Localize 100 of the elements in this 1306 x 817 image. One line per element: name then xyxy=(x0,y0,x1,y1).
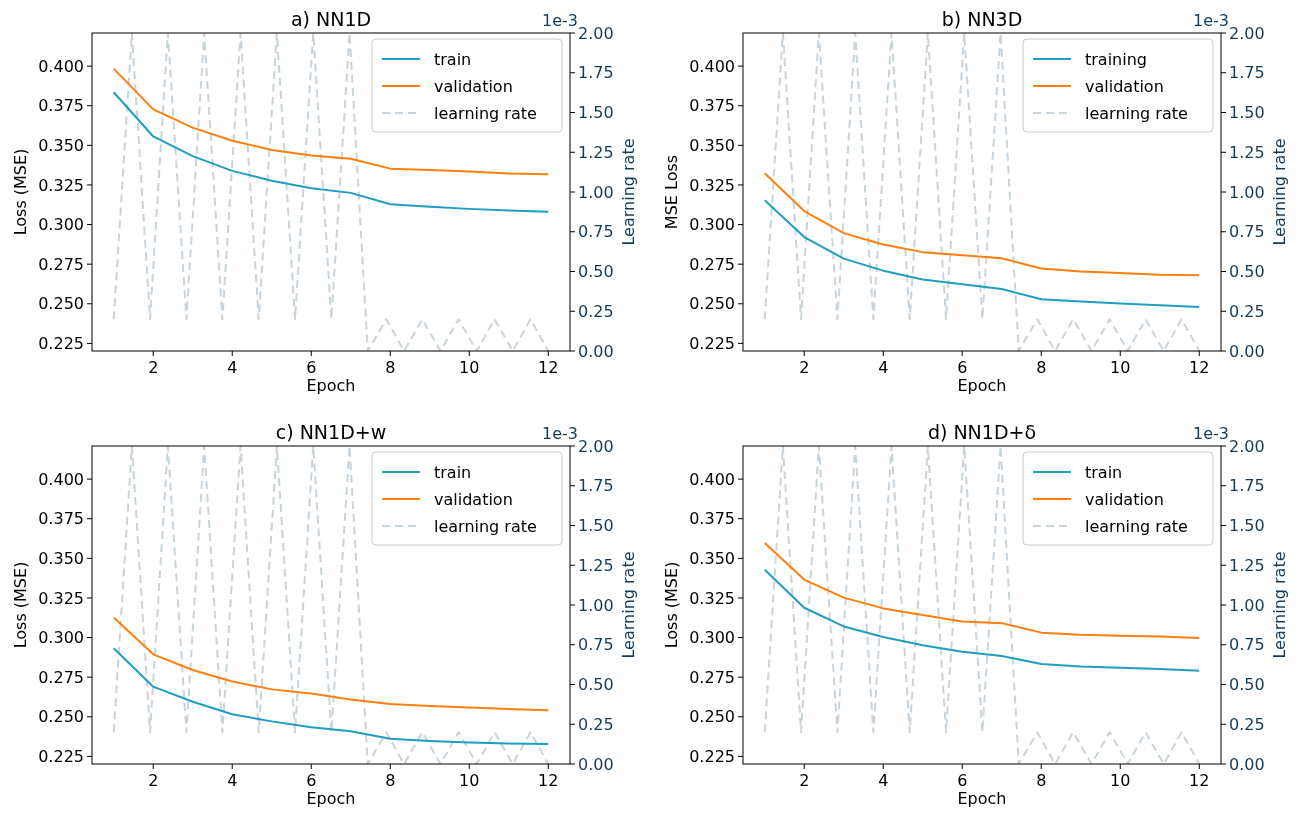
y-tick-label: 0.300 xyxy=(689,215,735,235)
x-tick-label: 6 xyxy=(957,358,968,377)
text: 1e-3 xyxy=(1193,11,1229,30)
legend-label: train xyxy=(434,462,472,482)
y2-tick-label: 1.00 xyxy=(578,595,614,615)
y-tick-label: 0.375 xyxy=(689,509,735,529)
y-tick-label: 0.325 xyxy=(38,175,84,195)
x-tick-label: 6 xyxy=(306,771,317,790)
x-tick-label: 8 xyxy=(385,771,396,790)
legend-label: train xyxy=(434,49,472,69)
y2-tick-label: 1.00 xyxy=(1229,595,1265,615)
x-tick-label: 10 xyxy=(459,771,480,790)
x-tick-label: 2 xyxy=(799,358,810,377)
x-tick-label: 10 xyxy=(459,358,480,377)
y-tick-label: 0.275 xyxy=(38,667,84,687)
y-axis-title: Loss (MSE) xyxy=(11,561,30,649)
line-series xyxy=(112,91,550,213)
x-tick-label: 4 xyxy=(227,771,238,790)
text: 1e-3 xyxy=(542,11,578,30)
y2-tick-label: 0.75 xyxy=(1229,635,1265,655)
y-tick-label: 0.350 xyxy=(38,135,84,155)
y2-tick-label: 2.00 xyxy=(1229,436,1265,456)
y-tick-label: 0.375 xyxy=(689,96,735,116)
y2-tick-label: 1.25 xyxy=(578,142,614,162)
y-tick-label: 0.325 xyxy=(689,588,735,608)
y-tick-label: 0.400 xyxy=(689,56,735,76)
y2-tick-label: 1.75 xyxy=(578,63,614,83)
y-tick-label: 0.250 xyxy=(689,294,735,314)
legend-label: validation xyxy=(434,76,513,96)
y2-tick-label: 0.75 xyxy=(1229,222,1265,242)
y2-tick-label: 0.50 xyxy=(1229,675,1265,695)
x-tick-label: 6 xyxy=(306,358,317,377)
y-tick-label: 0.275 xyxy=(689,254,735,274)
line-series xyxy=(112,616,550,712)
text: 1e-3 xyxy=(1193,424,1229,443)
legend-label: training xyxy=(1085,49,1147,69)
text: 1e-3 xyxy=(542,424,578,443)
x-tick-label: 12 xyxy=(1189,771,1210,790)
y-axis-title: Loss (MSE) xyxy=(11,148,30,236)
line-series xyxy=(112,67,550,176)
x-tick-label: 4 xyxy=(227,358,238,377)
x-tick-label: 12 xyxy=(538,771,559,790)
legend-label: validation xyxy=(434,489,513,509)
y2-tick-label: 0.00 xyxy=(578,341,614,361)
legend-label: learning rate xyxy=(434,516,537,536)
y2-tick-label: 0.50 xyxy=(1229,262,1265,282)
x-tick-label: 8 xyxy=(1036,358,1047,377)
y2-tick-label: 0.50 xyxy=(578,675,614,695)
x-tick-label: 2 xyxy=(148,771,159,790)
y2-tick-label: 1.75 xyxy=(1229,63,1265,83)
y2-axis-title: Learning rate xyxy=(619,551,638,659)
x-tick-label: 2 xyxy=(148,358,159,377)
line-series xyxy=(763,172,1201,277)
x-tick-label: 10 xyxy=(1110,771,1131,790)
chart-title: c) NN1D+w xyxy=(275,421,387,443)
y2-tick-label: 0.00 xyxy=(1229,754,1265,774)
y-tick-label: 0.350 xyxy=(689,548,735,568)
legend-label: validation xyxy=(1085,76,1164,96)
y-tick-label: 0.250 xyxy=(38,294,84,314)
y-tick-label: 0.225 xyxy=(38,333,84,353)
x-axis-title: Epoch xyxy=(306,376,356,395)
y2-tick-label: 1.00 xyxy=(578,182,614,202)
chart-title: d) NN1D+δ xyxy=(927,421,1037,443)
y2-tick-label: 1.75 xyxy=(1229,476,1265,496)
x-axis-title: Epoch xyxy=(957,376,1007,395)
y2-tick-label: 0.75 xyxy=(578,635,614,655)
y2-tick-label: 0.00 xyxy=(578,754,614,774)
y-tick-label: 0.300 xyxy=(38,628,84,648)
y-tick-label: 0.400 xyxy=(38,56,84,76)
x-axis-title: Epoch xyxy=(306,789,356,808)
y-tick-label: 0.325 xyxy=(38,588,84,608)
legend-label: train xyxy=(1085,462,1123,482)
legend-label: learning rate xyxy=(434,103,537,123)
y2-tick-label: 1.25 xyxy=(1229,142,1265,162)
y-axis-title: MSE Loss xyxy=(662,154,681,230)
x-tick-label: 8 xyxy=(1036,771,1047,790)
y2-axis-title: Learning rate xyxy=(1270,551,1289,659)
y-tick-label: 0.300 xyxy=(689,628,735,648)
x-tick-label: 4 xyxy=(878,771,889,790)
y-tick-label: 0.250 xyxy=(38,707,84,727)
x-tick-label: 12 xyxy=(538,358,559,377)
legend-label: learning rate xyxy=(1085,103,1188,123)
y2-tick-label: 1.50 xyxy=(1229,103,1265,123)
legend-label: learning rate xyxy=(1085,516,1188,536)
y-tick-label: 0.325 xyxy=(689,175,735,195)
y2-tick-label: 0.25 xyxy=(1229,714,1265,734)
y-axis-title: Loss (MSE) xyxy=(662,561,681,649)
y-tick-label: 0.350 xyxy=(38,548,84,568)
y2-tick-label: 0.75 xyxy=(578,222,614,242)
line-series xyxy=(763,199,1201,309)
line-series xyxy=(763,568,1201,672)
y2-tick-label: 0.00 xyxy=(1229,341,1265,361)
y2-tick-label: 1.25 xyxy=(578,555,614,575)
legend-label: validation xyxy=(1085,489,1164,509)
y-tick-label: 0.375 xyxy=(38,96,84,116)
y2-tick-label: 2.00 xyxy=(578,23,614,43)
x-tick-label: 4 xyxy=(878,358,889,377)
y2-tick-label: 1.00 xyxy=(1229,182,1265,202)
y2-tick-label: 1.50 xyxy=(578,516,614,536)
y2-tick-label: 1.50 xyxy=(1229,516,1265,536)
